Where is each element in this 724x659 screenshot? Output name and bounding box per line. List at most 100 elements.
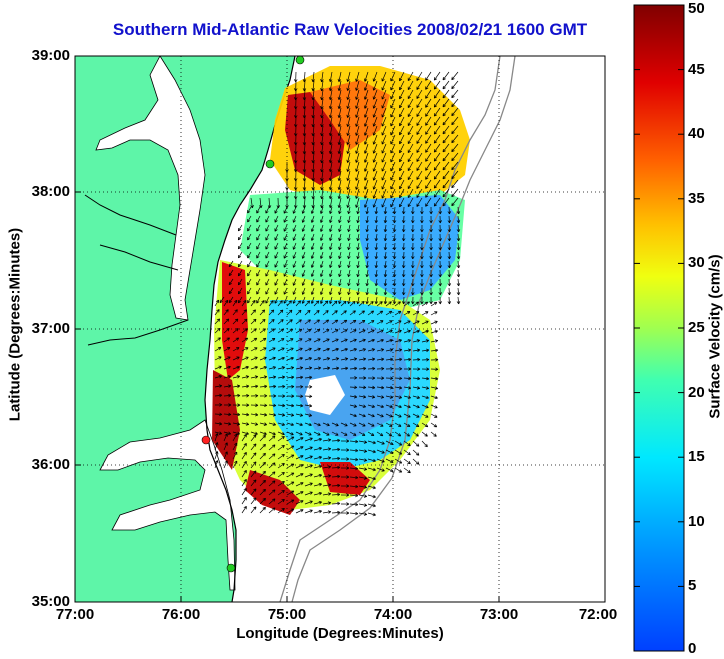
velocity-arrow <box>349 466 359 471</box>
velocity-arrow <box>310 251 315 259</box>
velocity-arrow <box>241 309 247 316</box>
velocity-arrow <box>349 439 359 444</box>
velocity-arrow <box>295 482 304 487</box>
velocity-arrow <box>425 89 432 99</box>
velocity-arrow <box>320 197 324 209</box>
velocity-arrow <box>331 438 341 443</box>
velocity-arrow <box>237 242 243 250</box>
velocity-arrow <box>311 170 315 182</box>
velocity-arrow <box>358 366 367 371</box>
velocity-arrow <box>383 269 388 278</box>
velocity-arrow <box>347 233 351 242</box>
velocity-arrow <box>374 206 379 215</box>
velocity-arrow <box>247 233 252 241</box>
velocity-arrow <box>385 395 394 399</box>
velocity-arrow <box>412 357 421 362</box>
velocity-arrow <box>429 251 433 260</box>
velocity-arrow <box>412 301 420 307</box>
velocity-arrow <box>286 347 294 352</box>
velocity-arrow <box>356 251 360 260</box>
velocity-arrow <box>311 161 315 173</box>
velocity-arrow <box>372 134 378 145</box>
velocity-arrow <box>392 278 397 287</box>
velocity-arrow <box>394 348 403 352</box>
velocity-arrow <box>433 89 441 99</box>
velocity-arrow <box>295 394 304 398</box>
velocity-arrow <box>322 465 332 469</box>
james-river <box>87 319 189 346</box>
velocity-arrow <box>407 71 414 82</box>
velocity-arrow <box>411 260 415 269</box>
velocity-arrow <box>286 463 295 469</box>
velocity-arrow <box>304 328 312 334</box>
velocity-arrow <box>337 188 342 199</box>
velocity-arrow <box>214 337 221 343</box>
velocity-arrow <box>416 125 423 135</box>
velocity-arrow <box>442 107 450 117</box>
velocity-arrow <box>374 278 379 287</box>
velocity-arrow <box>430 329 438 334</box>
velocity-arrow <box>420 278 424 287</box>
velocity-region-south-red <box>245 470 300 515</box>
velocity-arrow <box>268 435 276 442</box>
velocity-arrow <box>376 376 385 380</box>
velocity-arrow <box>241 337 249 343</box>
velocity-arrow <box>274 224 279 232</box>
velocity-arrow <box>367 329 375 334</box>
velocity-arrow <box>232 393 241 398</box>
velocity-arrow <box>310 287 315 295</box>
velocity-arrow <box>313 473 322 478</box>
velocity-arrow <box>292 287 297 295</box>
velocity-arrow <box>283 242 288 250</box>
velocity-arrow <box>372 197 378 208</box>
velocity-arrow <box>304 413 313 417</box>
velocity-arrow <box>346 197 351 208</box>
velocity-arrow <box>268 375 277 379</box>
velocity-arrow <box>237 269 243 277</box>
velocity-arrow <box>301 233 306 241</box>
velocity-arrow <box>250 197 254 209</box>
colorbar-tick-label: 35 <box>688 189 705 207</box>
velocity-arrow <box>347 269 351 278</box>
station-marker-hatteras <box>226 563 236 573</box>
velocity-arrow <box>376 422 384 427</box>
velocity-arrow <box>420 269 424 278</box>
velocity-arrow <box>295 338 303 343</box>
velocity-arrow <box>358 301 365 307</box>
velocity-arrow <box>302 152 307 164</box>
velocity-arrow <box>241 365 249 370</box>
velocity-arrow <box>451 89 459 99</box>
velocity-arrow <box>232 384 241 388</box>
velocity-arrow <box>331 310 338 316</box>
velocity-arrow <box>420 251 424 260</box>
velocity-arrow <box>319 233 324 241</box>
velocity-arrow <box>241 384 250 389</box>
velocity-arrow <box>331 422 339 427</box>
velocity-arrow <box>277 366 286 370</box>
velocity-arrow <box>347 260 351 269</box>
velocity-arrow <box>403 404 411 409</box>
velocity-arrow <box>259 506 266 514</box>
velocity-arrow <box>228 287 234 295</box>
velocity-arrow <box>320 80 324 92</box>
velocity-arrow <box>347 242 351 251</box>
velocity-arrow <box>394 449 403 455</box>
velocity-arrow <box>420 215 424 224</box>
velocity-arrow <box>390 125 396 136</box>
velocity-arrow <box>322 492 332 496</box>
velocity-arrow <box>223 365 231 370</box>
velocity-arrow <box>456 242 461 251</box>
velocity-arrow <box>349 376 358 380</box>
velocity-arrow <box>420 233 424 242</box>
velocity-arrow <box>421 404 429 409</box>
velocity-arrow <box>311 143 315 155</box>
velocity-arrow <box>322 447 332 451</box>
velocity-arrow <box>367 413 375 418</box>
velocity-arrow <box>399 116 405 127</box>
velocity-arrow <box>286 338 294 343</box>
velocity-arrow <box>385 422 393 427</box>
velocity-arrow <box>304 431 312 436</box>
velocity-arrow <box>355 98 360 109</box>
velocity-arrow <box>286 413 295 417</box>
velocity-arrow <box>447 287 452 296</box>
